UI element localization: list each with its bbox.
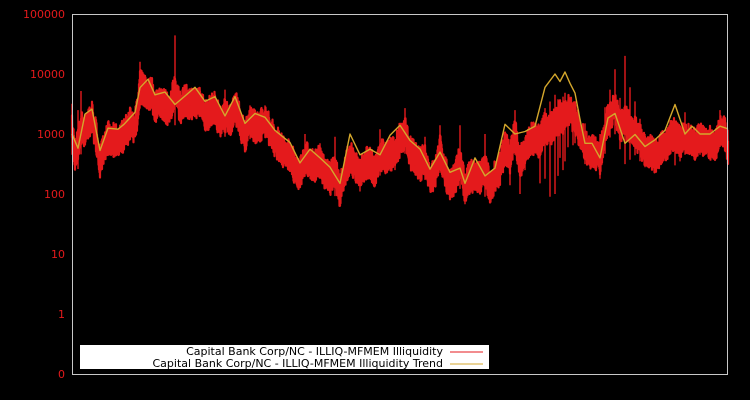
legend: Capital Bank Corp/NC - ILLIQ-MFMEM Illiq… bbox=[80, 345, 489, 370]
legend-label-trend: Capital Bank Corp/NC - ILLIQ-MFMEM Illiq… bbox=[153, 357, 444, 370]
y-tick-label: 10000 bbox=[30, 68, 65, 81]
y-tick-label: 1 bbox=[58, 308, 65, 321]
illiquidity-trend-line bbox=[71, 71, 729, 185]
y-tick-label: 1000 bbox=[37, 128, 65, 141]
plot-frame bbox=[72, 14, 728, 375]
y-tick-label: 0 bbox=[58, 368, 65, 381]
illiquidity-series-line bbox=[70, 69, 730, 207]
legend-label-illiquidity: Capital Bank Corp/NC - ILLIQ-MFMEM Illiq… bbox=[186, 345, 443, 358]
legend-box bbox=[80, 345, 489, 369]
y-tick-label: 100 bbox=[44, 188, 65, 201]
y-tick-label: 100000 bbox=[23, 8, 65, 21]
y-tick-label: 10 bbox=[51, 248, 65, 261]
